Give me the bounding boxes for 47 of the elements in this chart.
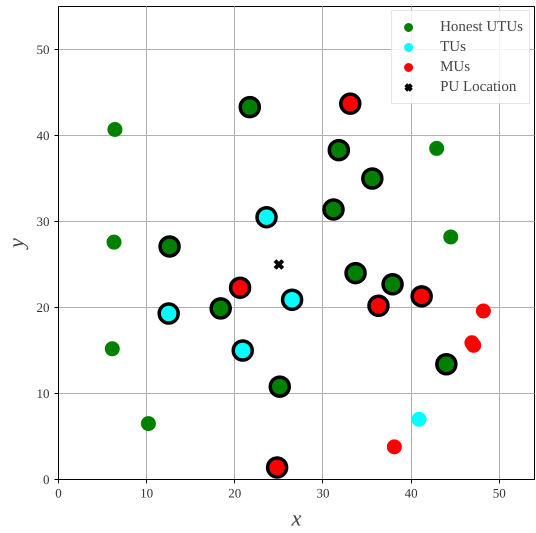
point xyxy=(280,288,304,311)
y-tick-label: 40 xyxy=(36,128,50,143)
point xyxy=(238,96,262,118)
x-tick-label: 20 xyxy=(228,486,242,500)
point xyxy=(266,456,288,479)
point xyxy=(344,262,367,284)
x-tick-label: 0 xyxy=(55,486,62,500)
point xyxy=(361,167,384,190)
legend-label: PU Location xyxy=(440,78,516,96)
y-tick-label: 0 xyxy=(43,472,50,487)
legend-label: MUs xyxy=(440,58,470,76)
point xyxy=(328,138,350,162)
legend-label: TUs xyxy=(440,38,466,56)
point xyxy=(106,234,122,250)
point xyxy=(367,294,390,318)
point xyxy=(209,297,232,320)
point xyxy=(140,416,156,432)
x-tick-label: 50 xyxy=(492,486,506,500)
y-tick-label: 10 xyxy=(36,386,50,401)
point xyxy=(443,229,458,244)
point xyxy=(412,412,427,427)
point xyxy=(255,206,278,228)
point xyxy=(157,302,180,325)
y-tick-label: 30 xyxy=(36,214,50,229)
point xyxy=(268,375,291,398)
point xyxy=(322,198,345,221)
point xyxy=(104,341,120,356)
y-axis-title: y xyxy=(4,238,28,250)
point xyxy=(231,339,254,362)
point xyxy=(381,273,404,296)
point xyxy=(158,235,181,258)
point xyxy=(410,285,433,308)
point xyxy=(386,439,402,454)
point xyxy=(272,258,285,270)
point xyxy=(339,92,362,115)
x-tick-label: 30 xyxy=(316,486,330,500)
legend-label: Honest UTUs xyxy=(440,18,523,36)
point xyxy=(228,276,252,299)
x-tick-label: 40 xyxy=(404,486,418,500)
point xyxy=(429,140,444,156)
y-tick-label: 20 xyxy=(36,300,50,315)
point xyxy=(476,303,491,318)
x-tick-label: 10 xyxy=(140,486,154,500)
point xyxy=(107,122,122,137)
y-tick-label: 50 xyxy=(36,42,50,57)
point xyxy=(435,353,458,376)
x-axis-title: x xyxy=(290,506,302,530)
